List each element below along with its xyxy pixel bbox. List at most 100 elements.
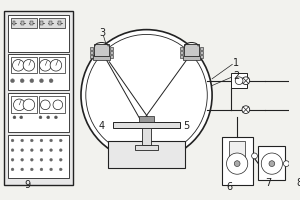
Text: 6: 6 <box>226 182 232 192</box>
Bar <box>110 51 113 54</box>
Circle shape <box>49 79 53 83</box>
Circle shape <box>59 149 62 152</box>
Bar <box>183 56 200 60</box>
Bar <box>231 73 247 88</box>
Bar <box>184 44 199 56</box>
Circle shape <box>30 139 33 142</box>
Text: 3: 3 <box>100 28 106 38</box>
Bar <box>8 93 69 132</box>
Bar <box>39 96 64 113</box>
Circle shape <box>55 116 57 119</box>
Bar <box>90 51 93 54</box>
Circle shape <box>242 106 250 113</box>
Circle shape <box>30 149 33 152</box>
Circle shape <box>235 77 243 85</box>
Circle shape <box>234 161 240 167</box>
Bar <box>110 55 113 58</box>
Bar <box>110 47 113 50</box>
Bar <box>200 55 203 58</box>
Circle shape <box>81 30 212 161</box>
Bar <box>230 141 245 168</box>
Text: 2: 2 <box>233 71 240 81</box>
Circle shape <box>11 139 14 142</box>
Circle shape <box>13 60 24 71</box>
Bar <box>290 146 300 180</box>
Bar <box>222 137 253 185</box>
Bar <box>8 135 69 178</box>
Circle shape <box>242 77 250 85</box>
Circle shape <box>40 60 51 71</box>
Circle shape <box>30 79 34 83</box>
Circle shape <box>59 168 62 171</box>
Text: 9: 9 <box>24 180 30 190</box>
Bar <box>8 54 69 90</box>
Bar <box>142 128 152 145</box>
Bar <box>40 21 43 25</box>
Circle shape <box>21 139 24 142</box>
Circle shape <box>13 116 16 119</box>
Bar <box>108 141 185 168</box>
Circle shape <box>39 116 42 119</box>
Circle shape <box>21 158 24 161</box>
Circle shape <box>86 34 207 156</box>
Circle shape <box>40 158 43 161</box>
Circle shape <box>50 60 62 71</box>
Circle shape <box>299 161 300 167</box>
Circle shape <box>269 161 275 167</box>
Circle shape <box>23 99 35 111</box>
Circle shape <box>47 116 50 119</box>
Circle shape <box>23 60 35 71</box>
Circle shape <box>40 168 43 171</box>
Bar <box>13 21 15 25</box>
Bar <box>93 56 110 60</box>
Circle shape <box>21 149 24 152</box>
Circle shape <box>40 100 50 110</box>
Circle shape <box>59 139 62 142</box>
Circle shape <box>292 154 300 173</box>
Circle shape <box>30 168 33 171</box>
Bar <box>49 21 52 25</box>
Circle shape <box>50 139 52 142</box>
Circle shape <box>59 158 62 161</box>
Bar <box>30 21 33 25</box>
Bar <box>11 96 37 113</box>
Circle shape <box>20 116 23 119</box>
Circle shape <box>50 158 52 161</box>
Circle shape <box>11 158 14 161</box>
Circle shape <box>50 149 52 152</box>
Bar <box>258 146 285 180</box>
Circle shape <box>11 168 14 171</box>
Circle shape <box>50 168 52 171</box>
Circle shape <box>40 149 43 152</box>
Bar <box>113 122 180 128</box>
Bar <box>200 51 203 54</box>
Circle shape <box>284 161 289 167</box>
Text: 4: 4 <box>98 121 104 131</box>
Circle shape <box>40 79 44 83</box>
Circle shape <box>53 100 63 110</box>
Bar <box>180 47 183 50</box>
Circle shape <box>261 153 283 174</box>
Bar <box>180 51 183 54</box>
Bar <box>200 47 203 50</box>
Circle shape <box>30 158 33 161</box>
Bar <box>4 11 73 185</box>
Text: 7: 7 <box>265 178 271 188</box>
Circle shape <box>14 99 25 111</box>
Bar <box>94 44 109 56</box>
Bar <box>90 55 93 58</box>
Circle shape <box>40 139 43 142</box>
Circle shape <box>11 149 14 152</box>
Circle shape <box>252 153 257 159</box>
Bar <box>139 116 154 122</box>
Circle shape <box>20 79 24 83</box>
Text: 8: 8 <box>297 178 300 188</box>
Text: 5: 5 <box>183 121 189 131</box>
Circle shape <box>21 168 24 171</box>
Circle shape <box>11 79 14 83</box>
Circle shape <box>226 153 248 174</box>
Bar <box>11 18 37 28</box>
Bar <box>135 145 158 150</box>
Bar <box>21 21 24 25</box>
Bar <box>180 55 183 58</box>
